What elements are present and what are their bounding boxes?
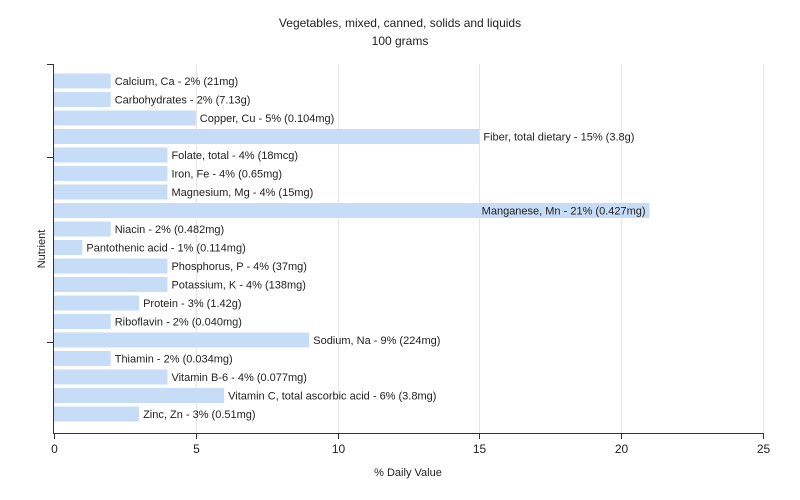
bar-label: Thiamin - 2% (0.034mg) [115,354,233,366]
bar-label: Iron, Fe - 4% (0.65mg) [171,169,282,181]
bar-label: Niacin - 2% (0.482mg) [115,224,224,236]
bar-label: Vitamin B-6 - 4% (0.077mg) [171,372,307,384]
bar-label: Sodium, Na - 9% (224mg) [313,335,440,347]
gridlines [196,64,764,433]
y-axis-label: Nutrient [36,230,48,269]
bar-label: Riboflavin - 2% (0.040mg) [115,317,242,329]
bar-label: Calcium, Ca - 2% (21mg) [115,76,238,88]
x-tick-label: 15 [473,442,487,456]
bar-label: Manganese, Mn - 21% (0.427mg) [482,206,646,218]
bar [54,166,168,181]
x-axis-label: % Daily Value [374,467,442,479]
bar-label: Vitamin C, total ascorbic acid - 6% (3.8… [228,391,436,403]
bar [54,406,140,422]
bar-label: Copper, Cu - 5% (0.104mg) [200,113,335,125]
bar-label: Zinc, Zn - 3% (0.51mg) [143,409,255,421]
bar-label: Protein - 3% (1.42g) [143,298,241,310]
bar [54,314,111,329]
x-tick-label: 10 [332,442,346,456]
bars: Calcium, Ca - 2% (21mg) Carbohydrates - 2… [54,73,650,422]
bar-label: Potassium, K - 4% (138mg) [171,280,306,292]
bar [54,203,650,218]
bar [54,388,225,403]
bar [54,221,111,237]
bar [54,332,310,348]
bar [54,240,83,255]
bar [54,369,168,385]
bar-label: Carbohydrates - 2% (7.13g) [115,95,251,107]
bar [54,295,140,311]
chart-title: Vegetables, mixed, canned, solids and li… [279,16,521,30]
chart-subtitle: 100 grams [372,34,429,48]
bar [54,129,480,144]
bar [54,258,168,274]
bar-label: Pantothenic acid - 1% (0.114mg) [86,243,245,255]
bar-label: Phosphorus, P - 4% (37mg) [171,261,307,273]
bar [54,110,196,126]
bar-label: Folate, total - 4% (18mcg) [171,150,298,162]
bar-label: Fiber, total dietary - 15% (3.8g) [483,132,634,144]
bar-label: Magnesium, Mg - 4% (15mg) [171,187,313,199]
bar [54,184,168,200]
axes: 0 5 10 15 20 25 [47,64,770,456]
bar [54,92,111,107]
bar [54,73,111,89]
x-tick-label: 20 [615,442,629,456]
x-tick-label: 25 [757,442,771,456]
x-tick-label: 0 [51,442,58,456]
bar [54,147,168,163]
x-tick-label: 5 [193,442,200,456]
bar [54,351,111,366]
bar [54,277,168,292]
